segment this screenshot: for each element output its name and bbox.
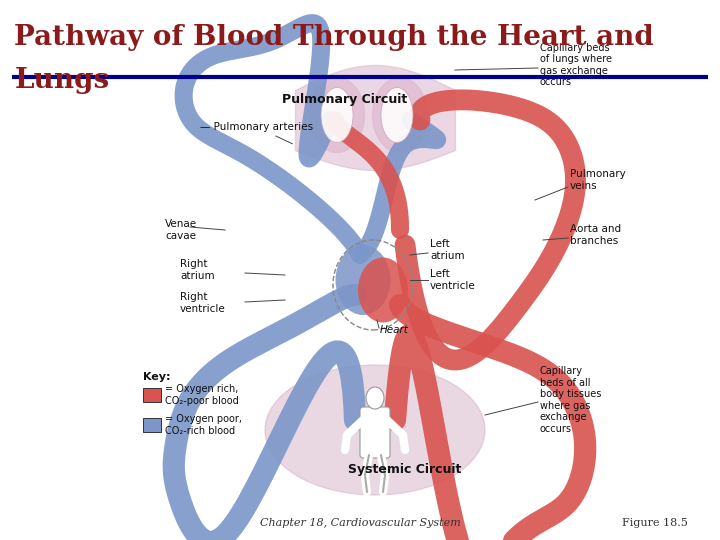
Text: Pulmonary Circuit: Pulmonary Circuit	[282, 93, 408, 106]
Ellipse shape	[265, 365, 485, 495]
Ellipse shape	[366, 387, 384, 409]
Text: Pathway of Blood Through the Heart and: Pathway of Blood Through the Heart and	[14, 24, 654, 51]
Ellipse shape	[321, 87, 353, 143]
Ellipse shape	[358, 258, 408, 322]
FancyBboxPatch shape	[360, 407, 390, 458]
Text: Heart: Heart	[380, 325, 409, 335]
Text: Venae
cavae: Venae cavae	[165, 219, 197, 241]
Text: = Oxygen rich,
CO₂-poor blood: = Oxygen rich, CO₂-poor blood	[165, 384, 239, 406]
Text: Left
atrium: Left atrium	[430, 239, 464, 261]
Text: Systemic Circuit: Systemic Circuit	[348, 463, 462, 476]
Bar	[143, 388, 161, 402]
Ellipse shape	[336, 245, 390, 315]
Text: Pulmonary
veins: Pulmonary veins	[570, 169, 626, 191]
Text: Chapter 18, Cardiovascular System: Chapter 18, Cardiovascular System	[260, 518, 460, 528]
Ellipse shape	[310, 78, 364, 152]
Text: Capillary beds
of lungs where
gas exchange
occurs: Capillary beds of lungs where gas exchan…	[540, 43, 612, 87]
Text: Left
ventricle: Left ventricle	[430, 269, 476, 291]
Text: Key:: Key:	[143, 372, 171, 382]
Ellipse shape	[381, 87, 413, 143]
Text: = Oxygen poor,
CO₂-rich blood: = Oxygen poor, CO₂-rich blood	[165, 414, 242, 436]
Text: Aorta and
branches: Aorta and branches	[570, 224, 621, 246]
Text: Figure 18.5: Figure 18.5	[622, 518, 688, 528]
Text: Capillary
beds of all
body tissues
where gas
exchange
occurs: Capillary beds of all body tissues where…	[540, 366, 601, 434]
Text: Right
atrium: Right atrium	[180, 259, 215, 281]
Bar	[143, 418, 161, 432]
Text: Lungs: Lungs	[14, 68, 109, 94]
Ellipse shape	[372, 78, 428, 152]
Text: — Pulmonary arteries: — Pulmonary arteries	[200, 122, 313, 144]
Text: Right
ventricle: Right ventricle	[180, 292, 226, 314]
